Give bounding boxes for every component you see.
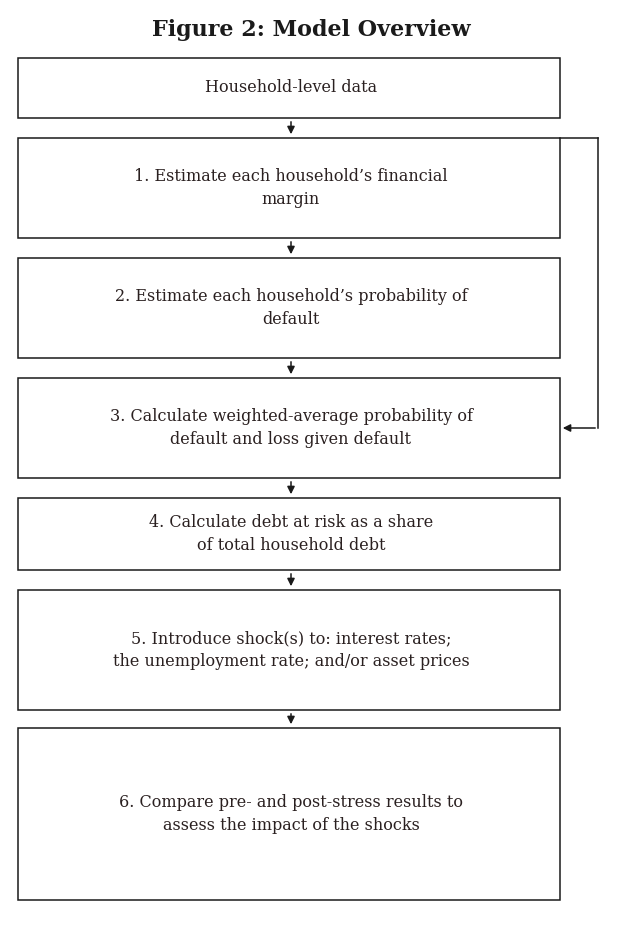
Bar [18, 258, 560, 358]
Text: Household-level data: Household-level data [205, 80, 377, 96]
Text: 1. Estimate each household’s financial
margin: 1. Estimate each household’s financial m… [134, 169, 448, 207]
Text: 5. Introduce shock(s) to: interest rates;
the unemployment rate; and/or asset pr: 5. Introduce shock(s) to: interest rates… [113, 631, 470, 669]
Bar [18, 728, 560, 900]
Bar [18, 378, 560, 478]
Text: 4. Calculate debt at risk as a share
of total household debt: 4. Calculate debt at risk as a share of … [149, 515, 433, 554]
Bar [18, 498, 560, 570]
Bar [18, 138, 560, 238]
Text: 6. Compare pre- and post-stress results to
assess the impact of the shocks: 6. Compare pre- and post-stress results … [119, 795, 463, 833]
Bar [18, 58, 560, 118]
Text: 2. Estimate each household’s probability of
default: 2. Estimate each household’s probability… [114, 288, 467, 328]
Text: 3. Calculate weighted-average probability of
default and loss given default: 3. Calculate weighted-average probabilit… [109, 408, 473, 447]
Text: Figure 2: Model Overview: Figure 2: Model Overview [152, 19, 470, 41]
Bar [18, 590, 560, 710]
